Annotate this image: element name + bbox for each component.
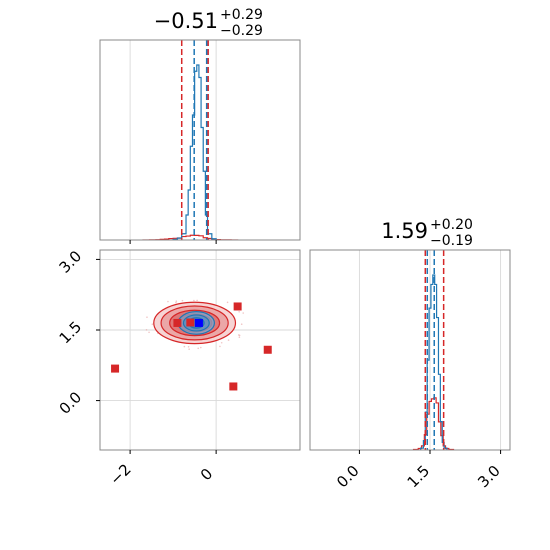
scatter-point — [196, 299, 198, 302]
panel-hist-p1-frame — [99, 39, 301, 241]
marker-blue — [194, 318, 203, 327]
tick-label-x-p1: 0 — [197, 465, 216, 484]
title-p1-lower-error: −0.29 — [220, 23, 263, 39]
tick-label-x-p2: 0.0 — [333, 462, 363, 492]
scatter-point — [146, 316, 148, 319]
scatter-point — [238, 310, 240, 313]
title-p2-upper-error: +0.20 — [430, 217, 473, 233]
scatter-point — [226, 301, 229, 304]
tick-label-x-p2: 1.5 — [404, 462, 434, 492]
scatter-point — [151, 323, 154, 326]
marker-red — [111, 364, 120, 373]
tick-label-x-p2: 3.0 — [474, 462, 504, 492]
tick-label-y-p2: 3.0 — [56, 247, 86, 277]
scatter-point — [220, 341, 223, 344]
marker-red — [173, 318, 182, 327]
scatter-point — [187, 345, 190, 348]
scatter-point — [238, 334, 241, 337]
scatter-point — [238, 336, 241, 339]
scatter-point — [183, 345, 186, 348]
panel-hist-p1-background — [100, 40, 300, 240]
scatter-point — [219, 345, 221, 348]
scatter-point — [167, 300, 169, 303]
marker-red — [233, 302, 242, 311]
title-p1-upper-error: +0.29 — [220, 7, 263, 23]
panel-2d-frame — [99, 249, 301, 451]
scatter-point — [227, 339, 230, 341]
plot-area — [96, 39, 511, 454]
scatter-point — [242, 312, 245, 314]
scatter-point — [181, 299, 184, 302]
marker-red — [229, 382, 238, 391]
marker-red — [186, 318, 195, 327]
tick-label-y-p2: 1.5 — [56, 318, 86, 348]
scatter-point — [175, 301, 177, 304]
title-p1: −0.51 +0.29−0.29 — [154, 7, 263, 39]
marker-red — [263, 345, 272, 354]
scatter-point — [145, 329, 148, 331]
title-p2-lower-error: −0.19 — [430, 233, 473, 249]
scatter-point — [200, 346, 202, 349]
scatter-point — [197, 347, 200, 350]
title-p2: 1.59 +0.20−0.19 — [381, 217, 473, 249]
tick-label-y-p2: 0.0 — [56, 388, 86, 418]
tick-label-x-p1: −2 — [106, 460, 134, 488]
panel-hist-p2-frame — [309, 249, 511, 451]
scatter-point — [193, 299, 195, 302]
scatter-point — [240, 323, 243, 326]
scatter-point — [188, 348, 190, 350]
title-p1-value: −0.51 — [154, 9, 218, 33]
title-p2-value: 1.59 — [381, 219, 428, 243]
scatter-point — [175, 300, 178, 302]
panel-hist-p2-background — [310, 250, 510, 450]
scatter-point — [148, 331, 150, 334]
